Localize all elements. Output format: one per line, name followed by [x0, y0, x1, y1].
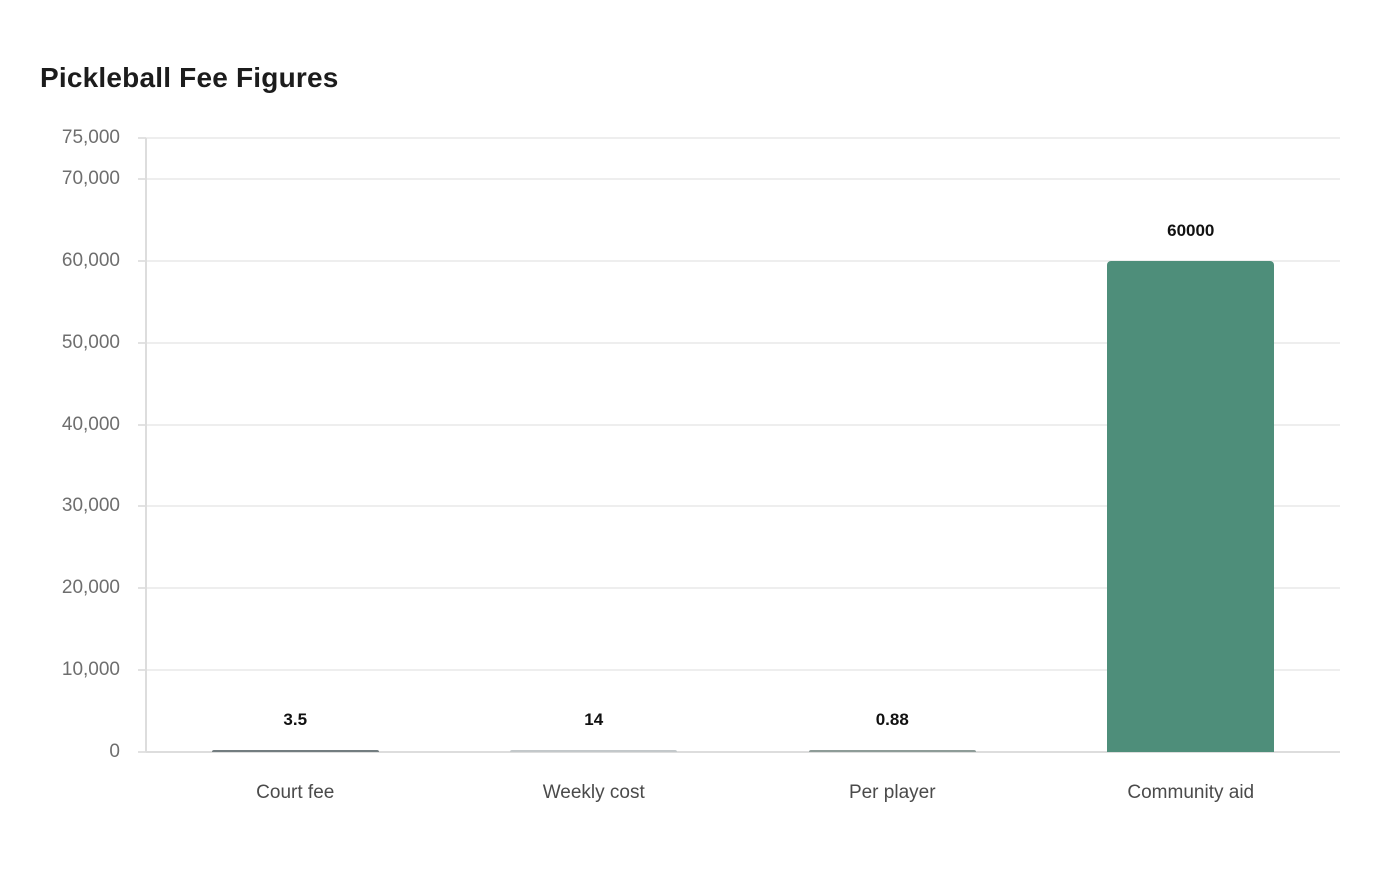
y-tick-label: 40,000	[61, 413, 120, 435]
y-tick	[138, 751, 146, 753]
bar	[510, 750, 678, 752]
bar-value-label: 3.5	[283, 710, 308, 729]
y-tick-label: 60,000	[61, 249, 120, 271]
y-tick	[138, 669, 146, 672]
bar-value-label: 60000	[1167, 220, 1215, 240]
y-gridline	[146, 587, 1340, 590]
y-tick-label: 30,000	[61, 495, 120, 517]
bar	[1107, 260, 1275, 752]
y-gridline	[146, 505, 1340, 508]
y-gridline	[146, 341, 1340, 344]
y-tick	[138, 505, 146, 508]
y-tick-label: 20,000	[61, 577, 120, 599]
x-category-label: Per player	[848, 782, 936, 803]
chart-title: Pickleball Fee Figures	[40, 62, 339, 93]
y-tick-label: 75,000	[61, 127, 120, 148]
bar-value-label: 14	[584, 710, 604, 729]
x-category-label: Community aid	[1127, 782, 1255, 803]
bar	[808, 750, 976, 752]
x-category-label: Court fee	[256, 782, 335, 803]
y-tick	[138, 423, 146, 426]
y-gridline	[146, 177, 1340, 180]
y-tick	[138, 341, 146, 344]
y-tick-label: 10,000	[61, 659, 120, 681]
y-tick-label: 0	[109, 741, 120, 762]
x-axis-line	[146, 751, 1340, 753]
y-gridline	[146, 137, 1340, 139]
y-tick-label: 50,000	[61, 331, 120, 353]
y-gridline	[146, 259, 1340, 262]
y-tick	[138, 177, 146, 180]
bar-value-label: 0.88	[875, 710, 909, 729]
x-category-label: Weekly cost	[542, 782, 645, 803]
y-axis-line	[145, 138, 147, 752]
bar	[211, 750, 379, 752]
y-tick	[138, 259, 146, 262]
y-gridline	[146, 423, 1340, 426]
y-tick-label: 70,000	[61, 167, 120, 189]
y-tick	[138, 137, 146, 139]
y-tick	[138, 587, 146, 590]
y-gridline	[146, 669, 1340, 672]
